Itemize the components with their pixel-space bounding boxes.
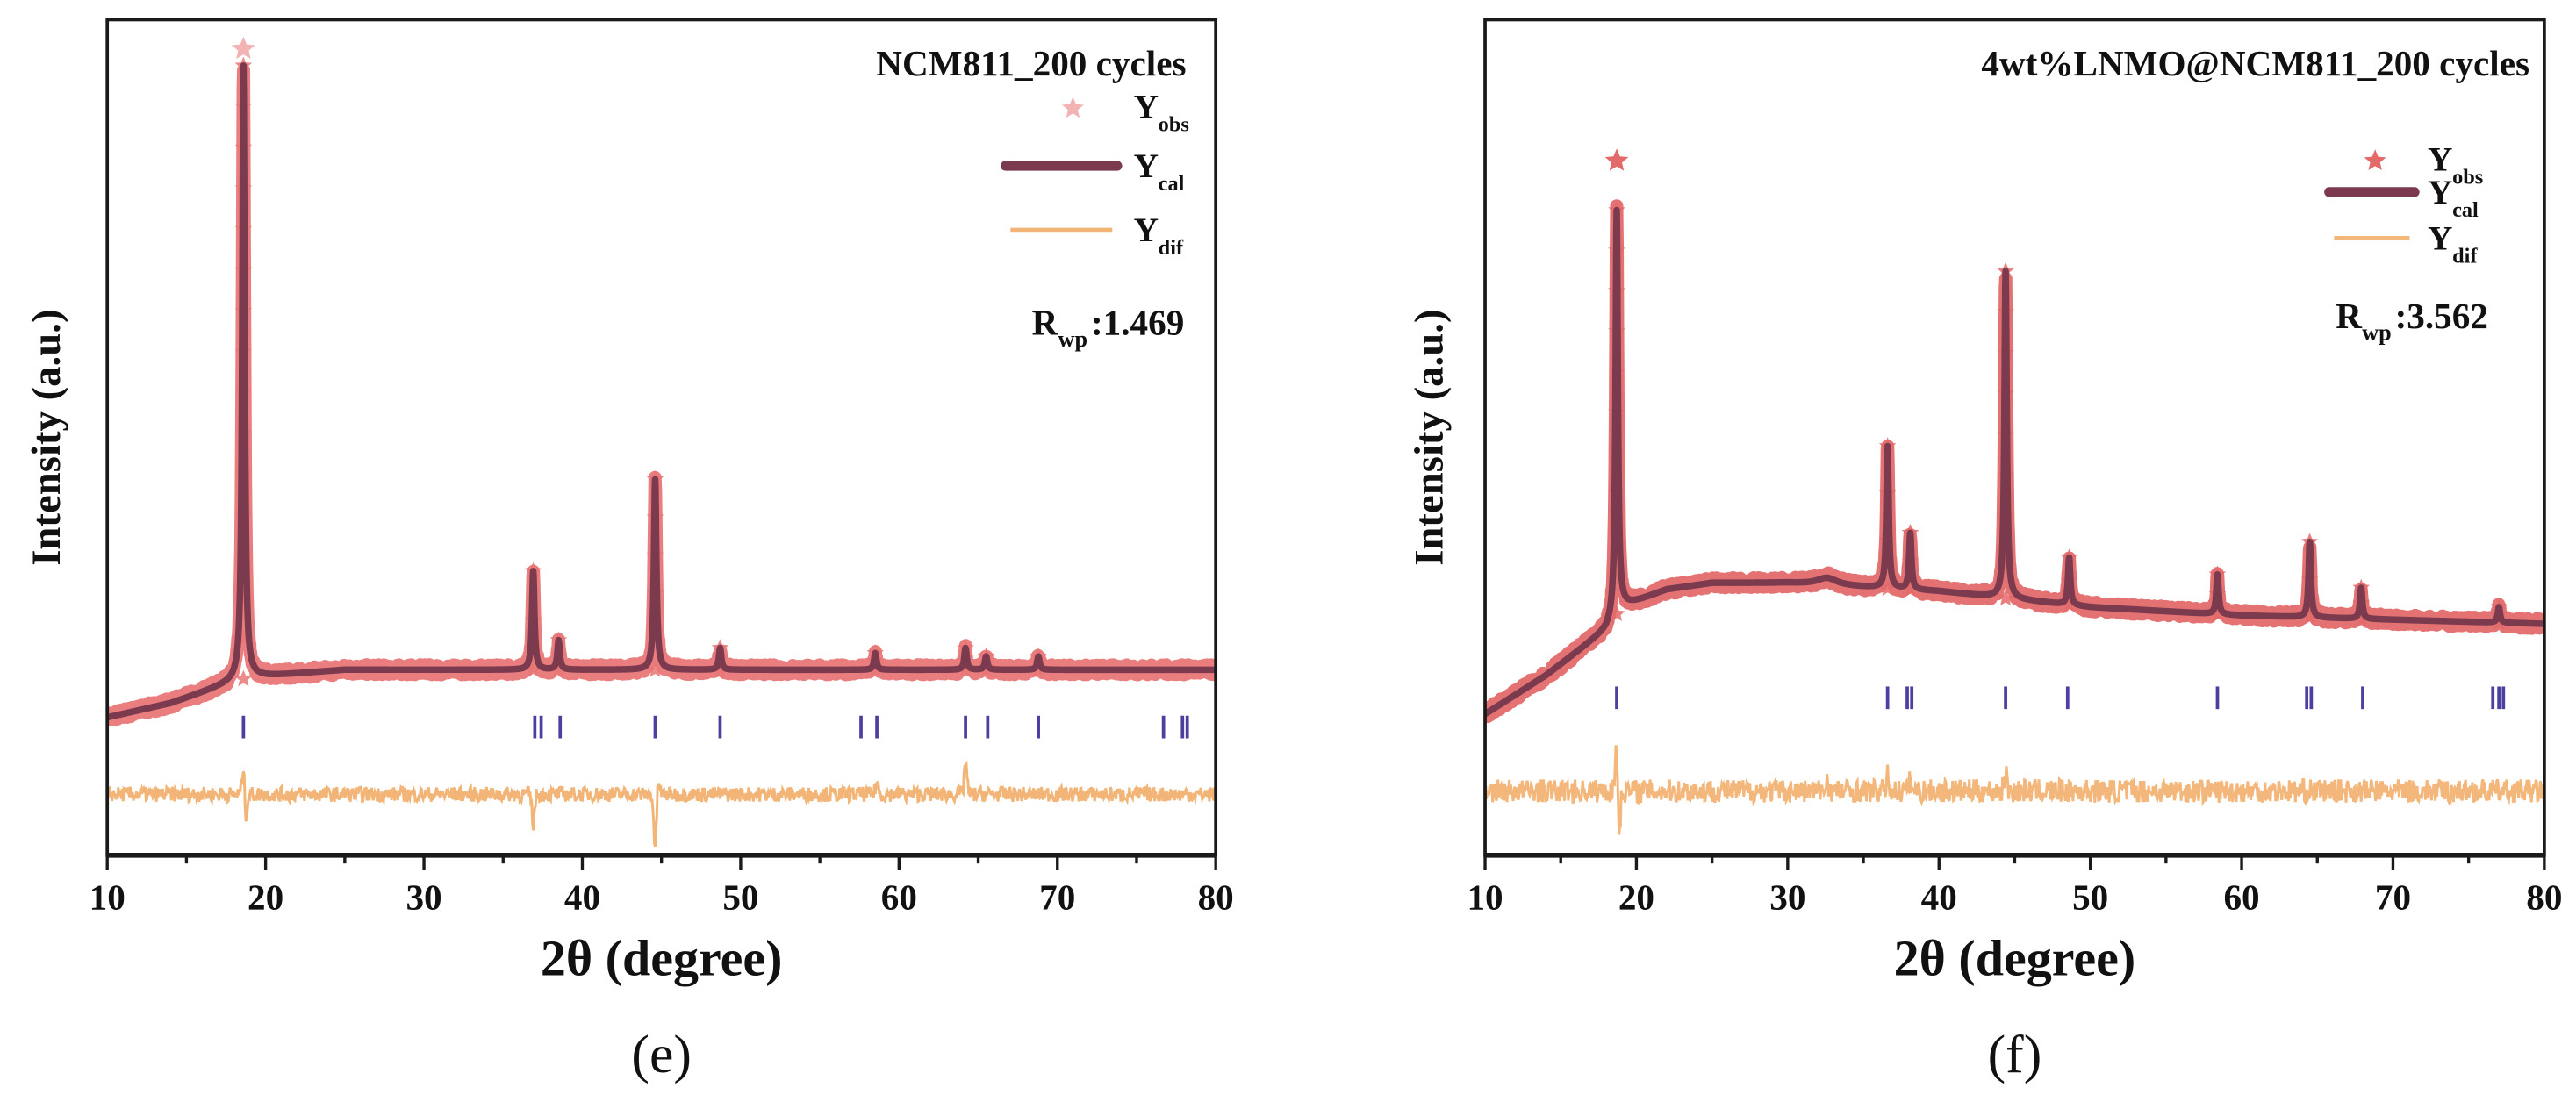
legend-label-main: Y <box>2428 174 2452 211</box>
yobs-band <box>1485 199 2544 724</box>
ycal-line <box>1485 206 2544 718</box>
plot-frame <box>1483 18 2546 857</box>
yobs-star <box>2300 608 2319 625</box>
x-tick-label: 20 <box>248 877 283 918</box>
chart-title: 4wt%LNMO@NCM811_200 cycles <box>1981 43 2529 83</box>
yobs-star <box>1030 661 1047 677</box>
x-tick-label: 20 <box>1618 877 1654 918</box>
yobs-star <box>1878 579 1897 596</box>
x-tick-label: 10 <box>90 877 126 918</box>
x-tick-label: 60 <box>881 877 917 918</box>
yobs-star-peak-top <box>232 36 255 60</box>
x-tick-label: 50 <box>722 877 758 918</box>
rwp-subscript: wp <box>2362 319 2391 345</box>
yobs-star <box>1997 589 2014 606</box>
yobs-star <box>2352 609 2371 626</box>
chart-panel-f: 10 20 30 40 50 60 70 80 2θ (degree) Intensity (a.… <box>1406 18 2562 1084</box>
legend-label-main: Y <box>2428 141 2452 179</box>
yobs-star <box>1608 605 1625 622</box>
y-axis-label: Intensity (a.u.) <box>1406 309 1452 565</box>
ydif-line <box>107 760 1216 848</box>
rwp-value: :3.562 <box>2395 296 2488 336</box>
rwp-symbol: R <box>2336 296 2363 336</box>
yobs-star <box>646 661 664 677</box>
legend-label-sub: dif <box>1159 236 1184 260</box>
yobs-star <box>524 661 542 677</box>
yobs-star <box>234 669 253 687</box>
legend-label-sub: obs <box>2452 166 2483 190</box>
legend-label-main: Y <box>1134 147 1159 185</box>
legend-star-icon <box>2364 149 2386 170</box>
x-tick-label: 80 <box>1198 877 1234 918</box>
rwp-subscript: wp <box>1058 326 1087 352</box>
x-axis-label: 2θ (degree) <box>1894 929 2136 986</box>
x-tick-label: 70 <box>1039 877 1075 918</box>
panel-label: (e) <box>631 1025 692 1084</box>
legend-label-sub: dif <box>2452 244 2478 268</box>
yobs-star <box>2490 613 2508 630</box>
x-axis-label: 2θ (degree) <box>541 929 783 986</box>
x-tick-label: 10 <box>1467 877 1503 918</box>
x-tick-label: 30 <box>405 877 441 918</box>
plot-area <box>107 36 1216 848</box>
x-tick-label: 40 <box>564 877 600 918</box>
panel-label: (f) <box>1988 1025 2042 1084</box>
legend-label-sub: cal <box>1159 172 1185 196</box>
rwp-value: :1.469 <box>1091 303 1184 343</box>
yobs-star <box>711 661 729 677</box>
yobs-star <box>977 661 995 677</box>
yobs-star <box>957 661 974 677</box>
plot-area <box>1485 148 2544 835</box>
legend-star-icon <box>1061 97 1084 118</box>
y-axis-label: Intensity (a.u.) <box>24 309 69 565</box>
yobs-star <box>1901 580 1919 598</box>
x-tick-label: 50 <box>2072 877 2108 918</box>
chart-panel-e: 10 20 30 40 50 60 70 80 2θ (degree) Intensity (a.… <box>24 18 1234 1084</box>
legend-label-main: Y <box>1134 211 1159 249</box>
chart-title: NCM811_200 cycles <box>876 43 1186 83</box>
plot-frame <box>105 18 1218 857</box>
yobs-star <box>549 661 568 677</box>
x-tick-label: 70 <box>2375 877 2411 918</box>
x-tick-label: 60 <box>2223 877 2259 918</box>
x-tick-label: 80 <box>2526 877 2562 918</box>
legend-label-main: Y <box>2428 219 2452 257</box>
ydif-line <box>1485 745 2544 835</box>
legend-label-main: Y <box>1134 89 1159 126</box>
x-tick-label: 30 <box>1769 877 1805 918</box>
yobs-star <box>2060 596 2078 612</box>
ycal-line <box>107 62 1216 721</box>
yobs-star-peak-top <box>1604 148 1629 171</box>
yobs-star <box>2208 605 2227 622</box>
legend-label-sub: obs <box>1159 113 1189 137</box>
yobs-star <box>866 661 885 677</box>
x-tick-label: 40 <box>1921 877 1957 918</box>
legend-label-sub: cal <box>2452 198 2479 222</box>
rwp-symbol: R <box>1032 303 1059 343</box>
